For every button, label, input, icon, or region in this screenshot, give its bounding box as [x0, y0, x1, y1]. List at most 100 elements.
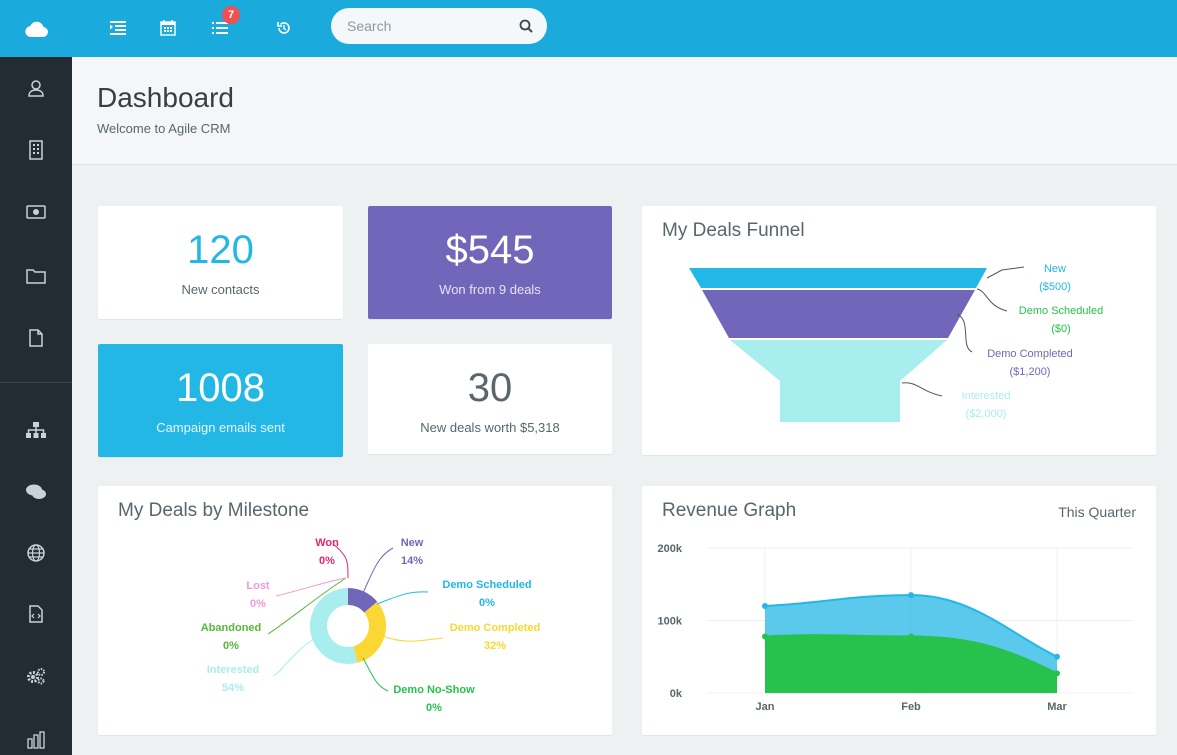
deals-funnel-card: My Deals Funnel New ($500) Demo Schedule… [642, 206, 1156, 455]
page-subtitle: Welcome to Agile CRM [97, 121, 231, 136]
documents-nav-icon[interactable] [0, 318, 72, 358]
menu-toggle-icon[interactable] [104, 14, 132, 42]
funnel-label-demo-scheduled: Demo Scheduled [1019, 305, 1103, 317]
revenue-graph-card: Revenue Graph This Quarter 0k 100k 200k Jan… [642, 486, 1156, 735]
stat-card-won-deals[interactable]: $545 Won from 9 deals [368, 206, 612, 319]
tasks-list-icon[interactable] [206, 14, 234, 42]
funnel-label-new: New [1044, 263, 1066, 275]
stat-label: Won from 9 deals [439, 282, 541, 297]
funnel-label-interested: Interested [962, 390, 1011, 402]
contacts-nav-icon[interactable] [0, 68, 72, 108]
milestone-connector [362, 547, 394, 594]
settings-gears-icon[interactable] [0, 656, 72, 696]
milestone-label-demo-scheduled: Demo Scheduled [442, 579, 531, 591]
funnel-connector [956, 313, 973, 353]
card-title: My Deals by Milestone [118, 500, 310, 521]
y-tick-label: 0k [670, 688, 683, 700]
stat-card-new-contacts[interactable]: 120 New contacts [98, 206, 343, 319]
milestone-label-new: New [401, 537, 424, 549]
stat-value: $545 [445, 228, 535, 272]
milestone-pct-demo-scheduled: 0% [479, 597, 495, 609]
page-header: Dashboard Welcome to Agile CRM [72, 57, 1177, 165]
revenue-point[interactable] [762, 603, 768, 609]
revenue-area-chart: 0k 100k 200k Jan Feb Mar [658, 543, 1132, 713]
x-tick-label: Mar [1047, 701, 1067, 713]
milestone-connector [382, 635, 444, 642]
search-input[interactable] [347, 17, 507, 35]
funnel-value-interested: ($2,000) [966, 408, 1007, 420]
page-title: Dashboard [97, 82, 234, 113]
stat-value: 1008 [176, 366, 265, 410]
chat-nav-icon[interactable] [0, 472, 72, 512]
milestone-pct-demo-completed: 32% [484, 640, 506, 652]
deals-by-milestone-card: My Deals by Milestone Won 0% New 14% Dem… [98, 486, 612, 735]
funnel-connector [976, 288, 1008, 312]
y-tick-label: 200k [658, 543, 683, 555]
x-tick-label: Jan [756, 701, 775, 713]
funnel-value-new: ($500) [1039, 281, 1071, 293]
donut-slice-demo-completed[interactable] [353, 601, 387, 663]
donut-slices [310, 588, 387, 664]
milestone-connector [267, 577, 347, 635]
search-box [331, 8, 547, 44]
deals-money-icon[interactable] [0, 192, 72, 232]
stat-value: 30 [467, 366, 513, 410]
milestone-connector [272, 637, 317, 677]
donut-slice-interested[interactable] [310, 588, 358, 664]
calendar-icon[interactable] [154, 14, 182, 42]
stat-card-campaign-emails[interactable]: 1008 Campaign emails sent [98, 344, 343, 457]
funnel-chart: New ($500) Demo Scheduled ($0) Demo Comp… [689, 263, 1103, 422]
donut-slice-new[interactable] [348, 588, 378, 613]
milestone-pct-abandoned: 0% [223, 640, 239, 652]
top-bar: 7 [72, 0, 1177, 57]
milestone-pct-lost: 0% [250, 598, 266, 610]
milestone-connector [362, 657, 389, 692]
stat-label: New deals worth $5,318 [420, 420, 560, 435]
milestone-pct-won: 0% [319, 555, 335, 567]
revenue-point[interactable] [762, 633, 768, 640]
funnel-label-demo-completed: Demo Completed [987, 348, 1073, 360]
revenue-point[interactable] [1054, 670, 1060, 677]
milestone-label-interested: Interested [207, 664, 260, 676]
milestone-connector [275, 577, 347, 597]
milestone-label-lost: Lost [246, 580, 270, 592]
left-nav [0, 0, 72, 755]
history-icon[interactable] [270, 14, 298, 42]
revenue-point[interactable] [1054, 653, 1060, 660]
milestone-donut-chart: Won 0% New 14% Demo Scheduled 0% Demo Co… [201, 537, 540, 714]
funnel-value-demo-completed: ($1,200) [1010, 366, 1051, 378]
code-file-nav-icon[interactable] [0, 594, 72, 634]
milestone-connector [332, 543, 349, 579]
funnel-connector [901, 382, 943, 397]
stat-value: 120 [187, 228, 254, 272]
rail-divider [0, 382, 72, 383]
revenue-area-series-2 [765, 635, 1057, 693]
milestone-label-demo-no-show: Demo No-Show [393, 684, 475, 696]
stat-card-new-deals[interactable]: 30 New deals worth $5,318 [368, 344, 612, 454]
funnel-stage-demo-completed[interactable] [702, 290, 975, 338]
funnel-stage-interested[interactable] [730, 340, 947, 422]
milestone-pct-new: 14% [401, 555, 423, 567]
sitemap-nav-icon[interactable] [0, 410, 72, 450]
reports-bar-chart-icon[interactable] [0, 720, 72, 755]
milestone-pct-interested: 54% [222, 682, 244, 694]
globe-nav-icon[interactable] [0, 533, 72, 573]
cloud-logo-icon[interactable] [0, 0, 72, 57]
card-title: Revenue Graph [662, 500, 797, 521]
time-range-selector[interactable]: This Quarter [1058, 504, 1136, 520]
companies-nav-icon[interactable] [0, 130, 72, 170]
tasks-count-badge: 7 [222, 6, 240, 24]
folder-nav-icon[interactable] [0, 256, 72, 296]
milestone-connector [376, 591, 429, 605]
funnel-value-demo-scheduled: ($0) [1051, 323, 1071, 335]
funnel-connector [986, 266, 1025, 279]
stat-label: New contacts [181, 282, 260, 297]
milestone-pct-demo-no-show: 0% [426, 702, 442, 714]
revenue-point[interactable] [908, 633, 914, 640]
stat-label: Campaign emails sent [156, 420, 285, 435]
revenue-point[interactable] [908, 592, 914, 599]
milestone-label-won: Won [315, 537, 339, 549]
milestone-label-demo-completed: Demo Completed [450, 622, 540, 634]
funnel-stage-new[interactable] [689, 268, 987, 288]
search-icon[interactable] [517, 17, 535, 35]
